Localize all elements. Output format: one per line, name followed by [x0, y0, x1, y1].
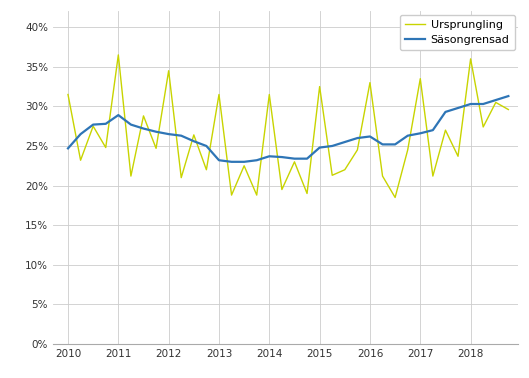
Säsongrensad — [442, 110, 449, 114]
Ursprungling — [430, 174, 436, 178]
Säsongrensad — [153, 129, 159, 134]
Ursprungling — [304, 191, 310, 196]
Ursprungling — [291, 160, 298, 164]
Ursprungling — [115, 53, 122, 57]
Ursprungling — [90, 124, 96, 129]
Säsongrensad — [430, 128, 436, 132]
Säsongrensad — [342, 140, 348, 144]
Säsongrensad — [492, 98, 499, 102]
Säsongrensad — [178, 133, 185, 138]
Ursprungling — [329, 173, 335, 178]
Ursprungling — [354, 148, 361, 152]
Ursprungling — [166, 68, 172, 73]
Säsongrensad — [216, 158, 222, 163]
Säsongrensad — [190, 139, 197, 144]
Ursprungling — [417, 76, 423, 81]
Line: Ursprungling: Ursprungling — [68, 55, 508, 197]
Säsongrensad — [505, 94, 512, 98]
Säsongrensad — [291, 156, 298, 161]
Säsongrensad — [354, 136, 361, 140]
Ursprungling — [480, 125, 486, 129]
Ursprungling — [342, 167, 348, 172]
Ursprungling — [379, 174, 386, 178]
Ursprungling — [367, 81, 373, 85]
Säsongrensad — [77, 132, 84, 136]
Ursprungling — [153, 146, 159, 150]
Säsongrensad — [405, 133, 411, 138]
Ursprungling — [140, 114, 147, 118]
Säsongrensad — [379, 142, 386, 147]
Ursprungling — [392, 195, 398, 200]
Line: Säsongrensad: Säsongrensad — [68, 96, 508, 162]
Ursprungling — [492, 100, 499, 105]
Säsongrensad — [253, 158, 260, 163]
Säsongrensad — [103, 122, 109, 126]
Ursprungling — [77, 158, 84, 163]
Ursprungling — [241, 164, 248, 168]
Ursprungling — [103, 145, 109, 150]
Säsongrensad — [468, 102, 474, 106]
Säsongrensad — [203, 144, 209, 148]
Ursprungling — [216, 92, 222, 97]
Säsongrensad — [241, 160, 248, 164]
Ursprungling — [455, 154, 461, 158]
Ursprungling — [178, 175, 185, 180]
Ursprungling — [190, 133, 197, 137]
Ursprungling — [442, 128, 449, 132]
Ursprungling — [468, 57, 474, 61]
Säsongrensad — [127, 122, 134, 127]
Säsongrensad — [279, 155, 285, 160]
Säsongrensad — [90, 122, 96, 127]
Ursprungling — [253, 193, 260, 197]
Ursprungling — [505, 107, 512, 112]
Ursprungling — [316, 84, 323, 89]
Säsongrensad — [329, 144, 335, 148]
Säsongrensad — [392, 142, 398, 147]
Ursprungling — [266, 92, 272, 97]
Legend: Ursprungling, Säsongrensad: Ursprungling, Säsongrensad — [399, 15, 515, 50]
Ursprungling — [65, 92, 71, 97]
Säsongrensad — [367, 134, 373, 139]
Säsongrensad — [417, 131, 423, 136]
Säsongrensad — [316, 145, 323, 150]
Säsongrensad — [65, 146, 71, 150]
Ursprungling — [127, 174, 134, 178]
Ursprungling — [229, 193, 235, 197]
Säsongrensad — [115, 113, 122, 117]
Säsongrensad — [166, 132, 172, 136]
Ursprungling — [279, 187, 285, 192]
Säsongrensad — [480, 102, 486, 106]
Säsongrensad — [266, 154, 272, 158]
Ursprungling — [203, 167, 209, 172]
Ursprungling — [405, 148, 411, 152]
Säsongrensad — [304, 156, 310, 161]
Säsongrensad — [140, 126, 147, 131]
Säsongrensad — [455, 106, 461, 110]
Säsongrensad — [229, 160, 235, 164]
